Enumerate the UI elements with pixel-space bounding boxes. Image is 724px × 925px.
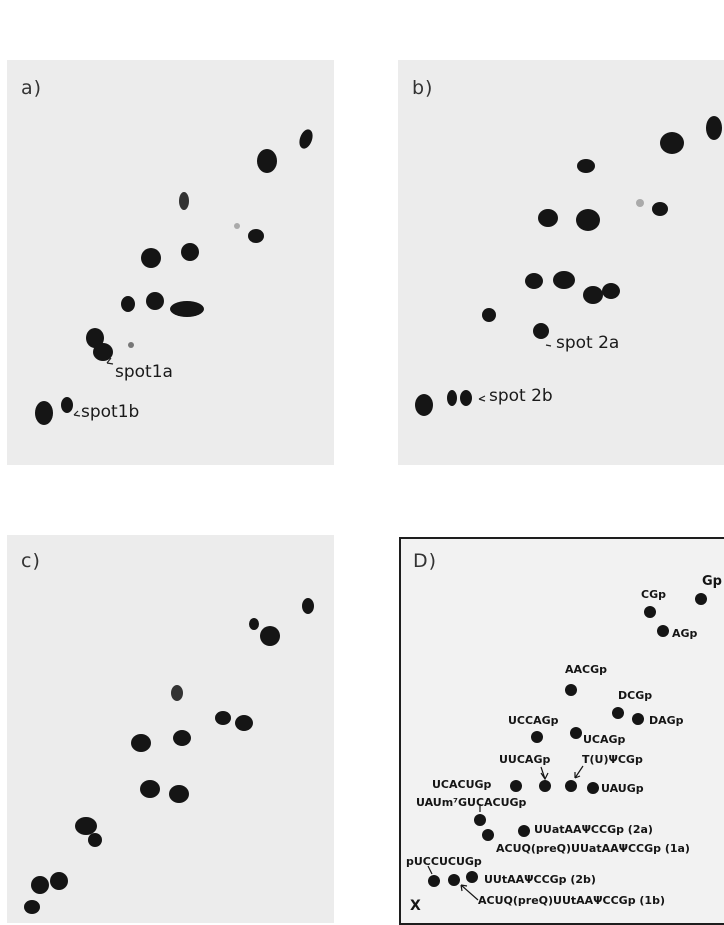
panel-c-label: c) [21,550,41,572]
label-uuataaccgp-2a: UUatAAΨCCGp (2a) [534,823,653,836]
panel-b-label: b) [412,77,434,99]
label-cgp: CGp [641,588,666,601]
label-uucagp: UUCAGp [499,753,551,766]
schematic-dot [632,713,644,725]
autoradiograph-panel-a [7,60,334,465]
schematic-dot [474,814,486,826]
panel-a-label: a) [21,77,43,99]
label-tucgp: T(U)ΨCGp [582,753,643,766]
schematic-dot [531,731,543,743]
schematic-dot [466,871,478,883]
spot-1b-annotation: spot1b [81,402,140,422]
label-uaum7gucacugp: UAUm⁷GUCACUGp [416,796,527,809]
panel-d-label: D) [413,550,438,572]
schematic-dot [518,825,530,837]
label-dcgp: DCGp [618,689,653,702]
schematic-dot [482,829,494,841]
label-acuq-preq-uuataaccgp-1a: ACUQ(preQ)UUatAAΨCCGp (1a) [496,842,690,855]
schematic-dot [510,780,522,792]
schematic-dot [565,684,577,696]
label-gp: Gp [702,574,722,589]
schematic-dot [448,874,460,886]
label-uaugp: UAUGp [601,782,644,795]
schematic-dot [644,606,656,618]
schematic-dot [587,782,599,794]
label-agp: AGp [672,627,698,640]
schematic-dot [695,593,707,605]
label-dagp: DAGp [649,714,684,727]
label-puccucugp: pUCCUCUGp [406,855,482,868]
label-acuq-preq-uutaaccgp-1b: ACUQ(preQ)UUtAAΨCCGp (1b) [478,894,665,907]
label-aacgp: AACGp [565,663,608,676]
spot-2a-annotation: spot 2a [556,333,620,353]
label-ucagp: UCAGp [583,733,626,746]
schematic-dot [565,780,577,792]
schematic-dot [657,625,669,637]
origin-marker: X [410,898,421,914]
schematic-dot [570,727,582,739]
label-uutaaccgp-2b: UUtAAΨCCGp (2b) [484,873,596,886]
label-ucacugp: UCACUGp [432,778,492,791]
autoradiograph-panel-c [7,535,334,923]
spot-1a-annotation: spot1a [115,362,173,382]
spot-2b-annotation: spot 2b [489,386,553,406]
schematic-dot [428,875,440,887]
label-uccagp: UCCAGp [508,714,559,727]
schematic-dot [539,780,551,792]
schematic-dot [612,707,624,719]
